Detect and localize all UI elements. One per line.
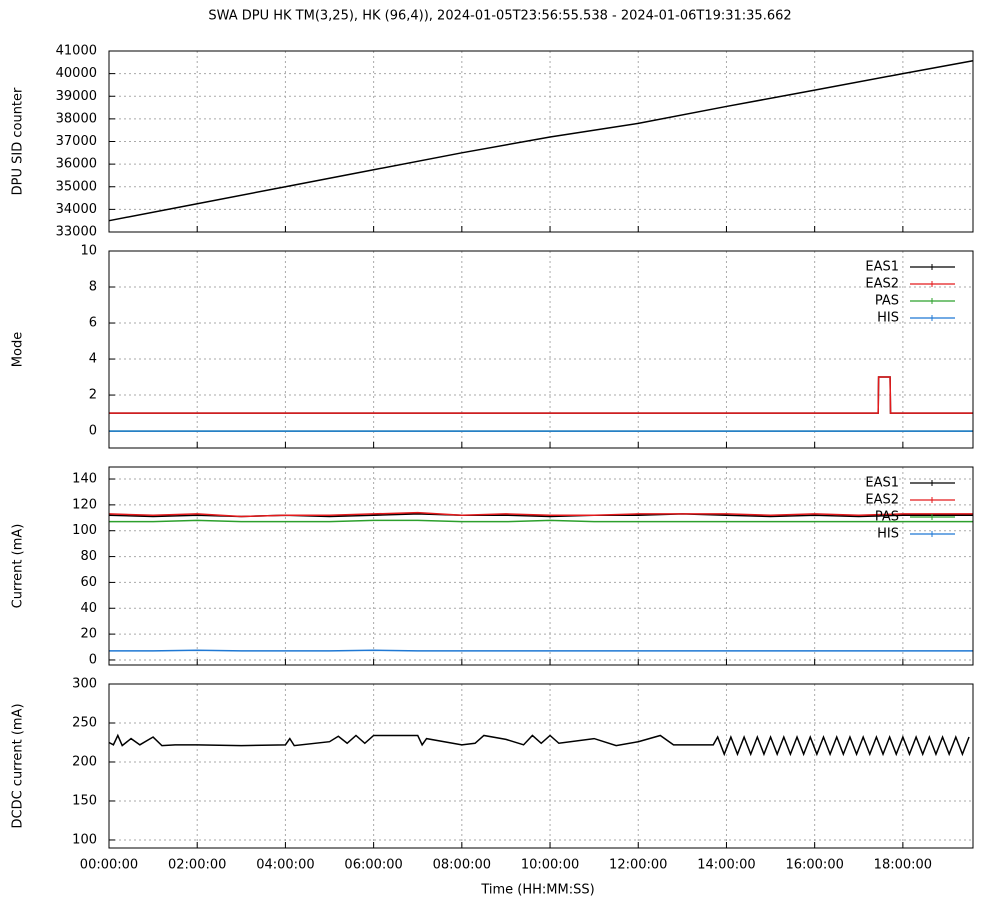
y-axis-label: Mode [11,332,26,367]
x-tick-label: 08:00:00 [433,858,491,873]
plot-frame [108,466,974,666]
x-axis-label: Time (HH:MM:SS) [480,883,594,898]
y-tick-label: 40 [80,601,97,616]
y-tick-label: 120 [72,497,97,512]
y-tick-label: 60 [80,575,97,590]
y-axis-label: DPU SID counter [11,87,26,195]
x-tick-label: 02:00:00 [168,858,226,873]
plot-frame [108,250,974,449]
y-tick-label: 300 [72,677,97,692]
legend-label: PAS [875,294,899,309]
legend-label: EAS2 [865,277,899,292]
y-tick-label: 150 [72,793,97,808]
y-axis-label: Current (mA) [11,524,26,609]
y-tick-label: 2 [89,388,97,403]
x-tick-label: 00:00:00 [80,858,138,873]
x-tick-label: 18:00:00 [874,858,932,873]
legend-label: EAS2 [865,493,899,508]
x-tick-label: 16:00:00 [785,858,843,873]
y-tick-label: 38000 [56,111,97,126]
y-tick-label: 100 [72,832,97,847]
y-tick-label: 6 [89,316,97,331]
plot-frame [108,683,974,849]
legend-label: EAS1 [865,476,899,491]
y-tick-label: 37000 [56,134,97,149]
y-tick-label: 4 [89,352,97,367]
data-line [108,59,974,222]
x-tick-label: 12:00:00 [609,858,667,873]
legend-label: HIS [877,527,899,542]
y-tick-label: 10 [80,244,97,259]
y-tick-label: 36000 [56,157,97,172]
y-tick-label: 20 [80,627,97,642]
y-tick-label: 140 [72,472,97,487]
data-line [109,649,973,652]
y-tick-label: 40000 [56,66,97,81]
y-tick-label: 0 [89,652,97,667]
y-tick-label: 34000 [56,202,97,217]
y-tick-label: 80 [80,549,97,564]
y-tick-label: 39000 [56,89,97,104]
data-line [109,519,973,523]
y-tick-label: 250 [72,715,97,730]
x-tick-label: 06:00:00 [344,858,402,873]
data-line [109,376,973,414]
x-tick-label: 10:00:00 [521,858,579,873]
y-tick-label: 33000 [56,225,97,240]
y-axis-label: DCDC current (mA) [11,703,26,828]
y-tick-label: 8 [89,280,97,295]
y-tick-label: 100 [72,523,97,538]
y-tick-label: 41000 [56,44,97,59]
legend-label: HIS [877,311,899,326]
legend-label: EAS1 [865,260,899,275]
y-tick-label: 0 [89,424,97,439]
data-line [108,733,970,757]
plot-frame [108,50,974,233]
data-line [108,511,973,518]
y-tick-label: 200 [72,754,97,769]
legend-label: PAS [875,510,899,525]
x-tick-label: 14:00:00 [697,858,755,873]
x-tick-label: 04:00:00 [256,858,314,873]
chart-title: SWA DPU HK TM(3,25), HK (96,4)), 2024-01… [208,9,791,24]
y-tick-label: 35000 [56,179,97,194]
